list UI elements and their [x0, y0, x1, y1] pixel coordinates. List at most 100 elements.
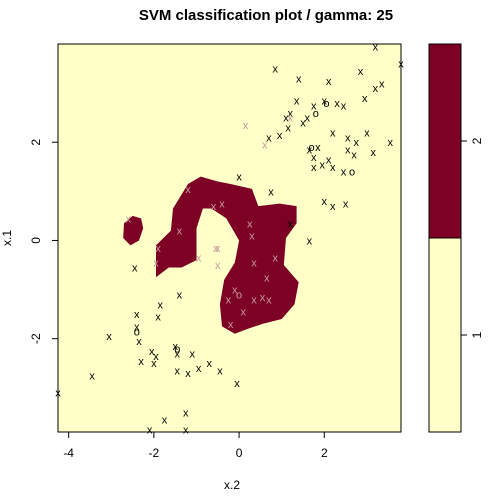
data-point: x [162, 415, 168, 427]
data-point: x [183, 407, 189, 419]
data-point: x [89, 371, 95, 383]
data-point: x [351, 150, 357, 162]
data-point: x [371, 147, 377, 159]
data-point: x [287, 218, 293, 230]
data-point: x [243, 120, 249, 132]
y-tick-label: 2 [29, 139, 43, 146]
data-point: x [155, 312, 161, 324]
data-point: x [251, 258, 257, 270]
data-point: x [260, 292, 266, 304]
data-point: x [177, 226, 183, 238]
class-2-regions [123, 176, 299, 334]
data-point: x [226, 294, 232, 306]
data-point: x [296, 73, 302, 85]
data-point: o [323, 98, 329, 110]
x-tick-label: -2 [149, 446, 160, 460]
data-point: x [189, 348, 195, 360]
data-point: x [373, 83, 379, 95]
data-point: x [136, 336, 142, 348]
data-point: x [153, 258, 159, 270]
data-point: x [147, 425, 153, 437]
data-point: x [305, 113, 311, 125]
legend-label: 1 [470, 331, 484, 338]
x-tick-label: -4 [63, 446, 74, 460]
data-point: x [277, 130, 283, 142]
data-point: x [232, 285, 238, 297]
legend-colorbar: 12 [428, 43, 484, 433]
data-point: x [322, 96, 328, 108]
data-point: x [155, 243, 161, 255]
data-point: x [249, 231, 255, 243]
data-point: x [311, 152, 317, 164]
data-point: x [196, 253, 202, 265]
data-point: x [153, 351, 159, 363]
data-point: x [264, 272, 270, 284]
data-point: x [300, 118, 306, 130]
data-point: x [175, 348, 181, 360]
data-point: x [343, 199, 349, 211]
data-point: x [266, 132, 272, 144]
data-point: x [177, 290, 183, 302]
data-point: x [330, 127, 336, 139]
legend-swatch-class-2 [429, 44, 461, 238]
data-point: x [322, 196, 328, 208]
data-point: o [313, 108, 319, 120]
data-point: x [262, 140, 268, 152]
data-point: x [307, 236, 313, 248]
data-point: x [266, 294, 272, 306]
class-1-region-background [58, 44, 401, 432]
data-point: x [268, 186, 274, 198]
data-point: x [326, 154, 332, 166]
class-2-region-1 [123, 215, 144, 246]
data-point: x [213, 243, 219, 255]
y-axis-label: x.1 [0, 230, 14, 246]
data-point: x [236, 172, 242, 184]
data-point: x [330, 162, 336, 174]
data-point: x [285, 123, 291, 135]
data-point: o [134, 326, 140, 338]
data-point: x [241, 307, 247, 319]
data-point: x [379, 78, 385, 90]
data-point: x [134, 309, 140, 321]
data-point: x [234, 378, 240, 390]
y-axis: -2 0 2 [29, 139, 59, 344]
data-point: x [132, 263, 138, 275]
data-point: x [273, 253, 279, 265]
data-point: x [217, 366, 223, 378]
data-point: x [215, 243, 221, 255]
data-point: x [315, 142, 321, 154]
data-point: x [126, 213, 132, 225]
data-point: x [341, 100, 347, 112]
data-point: o [236, 290, 242, 302]
data-point: x [311, 162, 317, 174]
data-point: x [149, 346, 155, 358]
chart-title: SVM classification plot / gamma: 25 [139, 7, 393, 24]
data-point: x [388, 137, 394, 149]
class-2-region-2 [156, 176, 299, 334]
y-tick-label: -2 [29, 333, 43, 344]
data-point: x [207, 358, 213, 370]
data-point: x [247, 218, 253, 230]
data-point: x [151, 358, 157, 370]
data-point: x [345, 132, 351, 144]
data-point: x [185, 368, 191, 380]
data-point: x [287, 108, 293, 120]
x-tick-label: 2 [321, 446, 328, 460]
data-point: x [307, 145, 313, 157]
data-point: x [211, 201, 217, 213]
data-point: o [308, 142, 314, 154]
data-point: x [138, 356, 144, 368]
data-point: x [319, 159, 325, 171]
data-point: x [330, 201, 336, 213]
legend-label: 2 [470, 137, 484, 144]
data-point: x [373, 42, 379, 54]
data-point: x [334, 98, 340, 110]
data-point: x [341, 167, 347, 179]
data-point: x [311, 100, 317, 112]
data-point: x [294, 96, 300, 108]
data-point: x [215, 260, 221, 272]
legend-swatch-class-1 [429, 238, 461, 432]
y-tick-label: 0 [29, 237, 43, 244]
